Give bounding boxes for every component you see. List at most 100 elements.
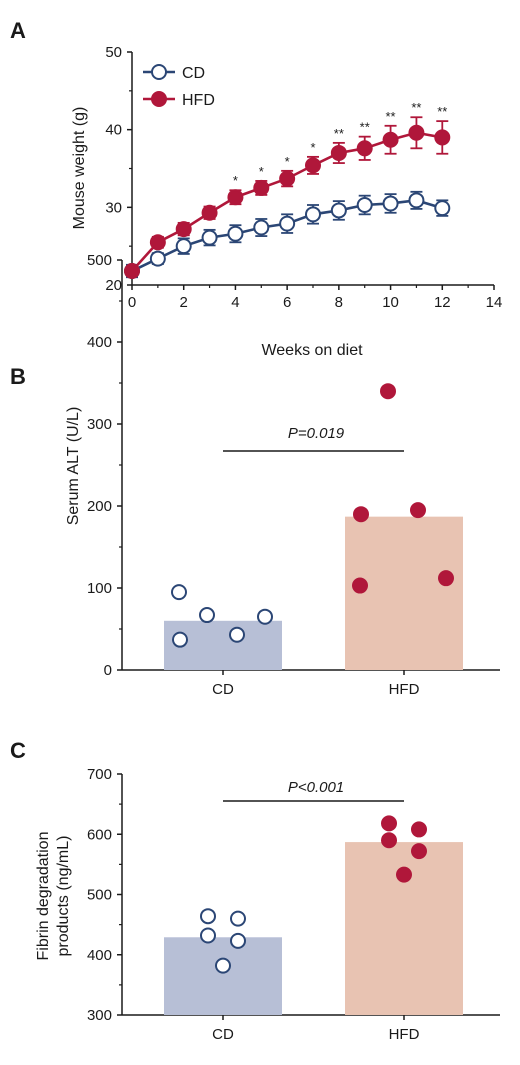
significance-mark: ** xyxy=(437,104,447,119)
data-point-hfd xyxy=(380,383,396,400)
panel-b-pvalue: P=0.019 xyxy=(288,425,345,442)
data-point-cd xyxy=(175,238,192,255)
bar-hfd xyxy=(345,516,463,670)
data-point-hfd xyxy=(352,577,368,594)
data-point-cd xyxy=(434,200,451,217)
fdp-bar-chart: 300 400 500 600 700 CD HFD xyxy=(87,766,500,1043)
y-tick-label: 300 xyxy=(87,1007,112,1024)
x-tick-label: 10 xyxy=(382,294,399,311)
legend-marker xyxy=(151,91,167,107)
panel-c-ylabel-line1: Fibrin degradation xyxy=(35,832,52,961)
y-tick-label: 600 xyxy=(87,826,112,843)
panel-c: C 300 400 500 600 700 CD HFD Fibrin degradatio… xyxy=(10,738,500,1043)
data-point-hfd xyxy=(279,170,296,187)
y-tick-label: 30 xyxy=(105,199,122,216)
legend-marker xyxy=(151,64,167,80)
panel-c-letter: C xyxy=(10,738,26,763)
significance-mark: * xyxy=(285,154,290,169)
panel-a-ylabel: Mouse weight (g) xyxy=(71,107,88,230)
y-tick-label: 50 xyxy=(105,44,122,61)
data-point-cd xyxy=(201,229,218,246)
data-point-hfd xyxy=(408,124,425,141)
legend-label: HFD xyxy=(182,92,215,109)
x-tick-label: CD xyxy=(212,1026,234,1043)
data-point-hfd xyxy=(411,821,427,838)
data-point-cd xyxy=(230,932,246,949)
significance-mark: * xyxy=(233,173,238,188)
x-tick-label: CD xyxy=(212,681,234,698)
y-tick-label: 100 xyxy=(87,580,112,597)
legend: CD HFD xyxy=(143,64,215,109)
data-point-cd xyxy=(229,626,245,643)
panel-b-letter: B xyxy=(10,364,26,389)
bar-cd xyxy=(164,937,282,1015)
data-point-hfd xyxy=(227,189,244,206)
data-point-hfd xyxy=(353,506,369,523)
y-tick-label: 400 xyxy=(87,334,112,351)
data-point-hfd xyxy=(175,221,192,238)
panel-c-pvalue: P<0.001 xyxy=(288,779,344,796)
data-point-cd xyxy=(199,607,215,624)
data-point-cd xyxy=(253,219,270,236)
data-point-cd xyxy=(171,584,187,601)
data-point-hfd xyxy=(149,234,166,251)
y-tick-label: 500 xyxy=(87,252,112,269)
data-point-hfd xyxy=(410,502,426,519)
x-tick-label: 12 xyxy=(434,294,451,311)
significance-mark: ** xyxy=(411,100,421,115)
data-point-cd xyxy=(227,225,244,242)
data-point-hfd xyxy=(381,832,397,849)
data-point-cd xyxy=(230,910,246,927)
y-tick-label: 700 xyxy=(87,766,112,783)
data-point-hfd xyxy=(411,843,427,860)
x-tick-label: 4 xyxy=(231,294,239,311)
data-point-cd xyxy=(305,206,321,223)
data-point-cd xyxy=(149,250,166,267)
data-point-cd xyxy=(200,927,216,944)
data-point-hfd xyxy=(305,157,321,174)
y-tick-label: 40 xyxy=(105,122,122,139)
data-point-hfd xyxy=(396,866,412,883)
x-tick-label: 8 xyxy=(335,294,343,311)
x-tick-label: 2 xyxy=(180,294,188,311)
legend-label: CD xyxy=(182,65,205,82)
panel-c-ylabel-line2: products (ng/mL) xyxy=(55,836,72,957)
data-point-hfd xyxy=(201,204,218,221)
x-tick-label: 0 xyxy=(128,294,136,311)
data-point-hfd xyxy=(330,144,347,161)
data-point-cd xyxy=(215,957,231,974)
data-point-hfd xyxy=(434,129,451,146)
data-point-cd xyxy=(330,202,347,219)
panel-a-xlabel: Weeks on diet xyxy=(261,342,363,359)
data-point-hfd xyxy=(356,140,373,157)
significance-mark: ** xyxy=(360,120,370,135)
data-point-cd xyxy=(200,908,216,925)
significance-mark: ** xyxy=(334,126,344,141)
y-tick-label: 200 xyxy=(87,498,112,515)
data-point-hfd xyxy=(381,815,397,832)
data-point-cd xyxy=(172,631,188,648)
y-tick-label: 20 xyxy=(105,277,122,294)
significance-mark: * xyxy=(310,140,315,155)
panel-b-ylabel: Serum ALT (U/L) xyxy=(65,407,82,526)
data-point-cd xyxy=(279,215,296,232)
x-tick-label: HFD xyxy=(389,681,420,698)
panel-c-ylabel: Fibrin degradation products (ng/mL) xyxy=(35,832,72,961)
panel-a-letter: A xyxy=(10,18,26,43)
data-point-hfd xyxy=(253,179,270,196)
y-tick-label: 0 xyxy=(104,662,112,679)
x-tick-label: 6 xyxy=(283,294,291,311)
data-point-hfd xyxy=(382,131,399,148)
data-point-hfd xyxy=(438,570,454,587)
significance-mark: * xyxy=(259,164,264,179)
data-point-cd xyxy=(356,197,373,214)
x-tick-label: HFD xyxy=(389,1026,420,1043)
y-tick-label: 400 xyxy=(87,947,112,964)
data-point-cd xyxy=(382,195,399,212)
data-point-hfd xyxy=(124,263,140,280)
